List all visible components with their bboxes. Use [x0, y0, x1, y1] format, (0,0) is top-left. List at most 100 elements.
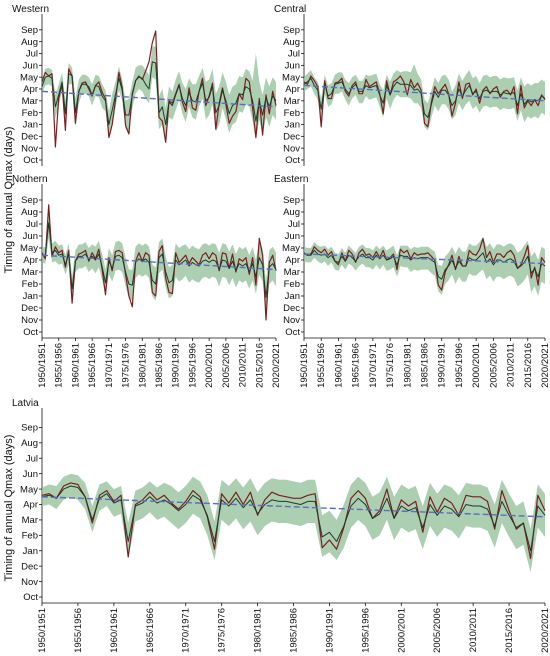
y-tick-label: May: [282, 72, 300, 83]
x-tick-label: 1950/1951: [299, 343, 310, 388]
x-tick-label: 2000/2001: [471, 343, 482, 388]
y-tick-label: Dec: [21, 303, 38, 314]
x-tick-label: 2010/2011: [238, 343, 249, 387]
y-tick-label: Jan: [23, 291, 38, 302]
y-tick-label: Nov: [21, 315, 38, 326]
x-tick-label: 2015/2016: [504, 608, 515, 653]
y-tick-label: Apr: [23, 255, 38, 266]
y-tick-label: Dec: [283, 132, 300, 143]
y-tick-label: Jun: [23, 469, 38, 480]
x-tick-label: 1955/1956: [54, 343, 65, 388]
latvia-y-label: Timing of annual Qmax (days): [3, 435, 15, 582]
y-tick-label: Nov: [283, 143, 300, 154]
x-tick-label: 1950/1951: [37, 608, 48, 653]
y-tick-label: Nov: [283, 315, 300, 326]
x-tick-label: 1990/1991: [437, 343, 448, 388]
x-tick-label: 1970/1971: [104, 343, 115, 388]
panel-title-latvia: Latvia: [12, 398, 39, 409]
x-tick-label: 1955/1956: [73, 608, 84, 653]
y-tick-label: Mar: [22, 96, 38, 107]
x-tick-label: 1985/1986: [420, 343, 431, 388]
y-tick-label: Sep: [21, 423, 38, 434]
y-tick-label: Jul: [26, 453, 38, 464]
y-tick-label: Sep: [283, 25, 300, 36]
y-tick-label: Mar: [284, 96, 300, 107]
panel-title-western: Western: [12, 4, 49, 15]
y-tick-label: Oct: [285, 327, 300, 338]
y-tick-label: Apr: [285, 84, 300, 95]
y-tick-label: Sep: [283, 195, 300, 206]
y-tick-label: Jul: [288, 49, 300, 60]
model-line: [41, 61, 277, 125]
trend-line: [41, 90, 277, 108]
y-tick-label: Mar: [284, 267, 300, 278]
observed-line: [303, 237, 546, 291]
y-tick-label: Feb: [22, 531, 38, 542]
y-tick-label: Oct: [285, 155, 300, 166]
x-tick-label: 1960/1961: [333, 343, 344, 388]
y-tick-label: Apr: [285, 255, 300, 266]
x-tick-label: 1980/1981: [137, 343, 148, 388]
y-tick-label: Mar: [22, 267, 38, 278]
y-tick-label: Jan: [285, 291, 300, 302]
y-tick-label: Jun: [23, 61, 38, 72]
panel-title-central: Central: [274, 4, 306, 15]
y-tick-label: Aug: [21, 37, 38, 48]
y-tick-label: May: [20, 243, 38, 254]
x-tick-label: 1975/1976: [121, 343, 132, 388]
x-tick-label: 2010/2011: [468, 608, 479, 652]
uncertainty-band: [304, 64, 545, 131]
y-tick-label: Jan: [23, 546, 38, 557]
panel-title-nothern: Nothern: [12, 174, 48, 185]
model-line: [303, 77, 546, 118]
x-tick-label: 1990/1991: [171, 343, 182, 388]
x-tick-label: 2000/2001: [396, 608, 407, 653]
y-tick-label: Apr: [23, 500, 38, 511]
trend-line: [303, 253, 546, 265]
x-tick-label: 1970/1971: [181, 608, 192, 653]
x-tick-label: 1995/1996: [360, 608, 371, 653]
y-tick-label: Feb: [284, 279, 300, 290]
x-tick-label: 2020/2021: [540, 343, 550, 388]
y-tick-label: May: [20, 484, 38, 495]
x-tick-label: 1970/1971: [368, 343, 379, 388]
y-tick-label: Dec: [283, 303, 300, 314]
panel-western: Western OctNovDecJanFebMarAprMayJunJulAug…: [12, 4, 277, 166]
x-tick-label: 1980/1981: [253, 608, 264, 653]
y-tick-label: Jan: [285, 120, 300, 131]
y-tick-label: Feb: [22, 279, 38, 290]
y-tick-label: May: [20, 72, 38, 83]
x-tick-label: 1965/1966: [87, 343, 98, 388]
x-tick-label: 2015/2016: [254, 343, 265, 388]
y-tick-label: Oct: [23, 327, 38, 338]
y-tick-label: Aug: [21, 207, 38, 218]
panel-central: Central OctNovDecJanFebMarAprMayJunJulAug…: [274, 4, 546, 166]
y-tick-label: Jul: [288, 219, 300, 230]
x-tick-label: 1975/1976: [385, 343, 396, 388]
y-tick-label: Aug: [21, 438, 38, 449]
uncertainty-band: [42, 46, 276, 142]
y-tick-label: Mar: [22, 515, 38, 526]
y-tick-label: Dec: [21, 561, 38, 572]
y-tick-label: May: [282, 243, 300, 254]
y-tick-label: Jan: [23, 120, 38, 131]
y-tick-label: Jul: [26, 219, 38, 230]
y-tick-label: Nov: [21, 143, 38, 154]
x-tick-label: 1960/1961: [109, 608, 120, 653]
x-tick-label: 2015/2016: [523, 343, 534, 388]
x-tick-label: 1980/1981: [402, 343, 413, 388]
x-tick-label: 2020/2021: [271, 343, 282, 388]
y-tick-label: Jul: [26, 49, 38, 60]
y-tick-label: Nov: [21, 577, 38, 588]
x-tick-label: 1995/1996: [187, 343, 198, 388]
y-tick-label: Sep: [21, 25, 38, 36]
x-tick-label: 1960/1961: [70, 343, 81, 388]
uncertainty-band: [42, 473, 545, 573]
panel-latvia: Latvia Oct Nov Dec Jan Feb Mar Apr May Jun Jul Aug S…: [12, 398, 550, 653]
x-tick-label: 2000/2001: [204, 343, 215, 388]
x-tick-label: 1955/1956: [316, 343, 327, 388]
panel-title-eastern: Eastern: [274, 174, 308, 185]
x-tick-label: 1990/1991: [324, 608, 335, 653]
x-tick-label: 1965/1966: [351, 343, 362, 388]
